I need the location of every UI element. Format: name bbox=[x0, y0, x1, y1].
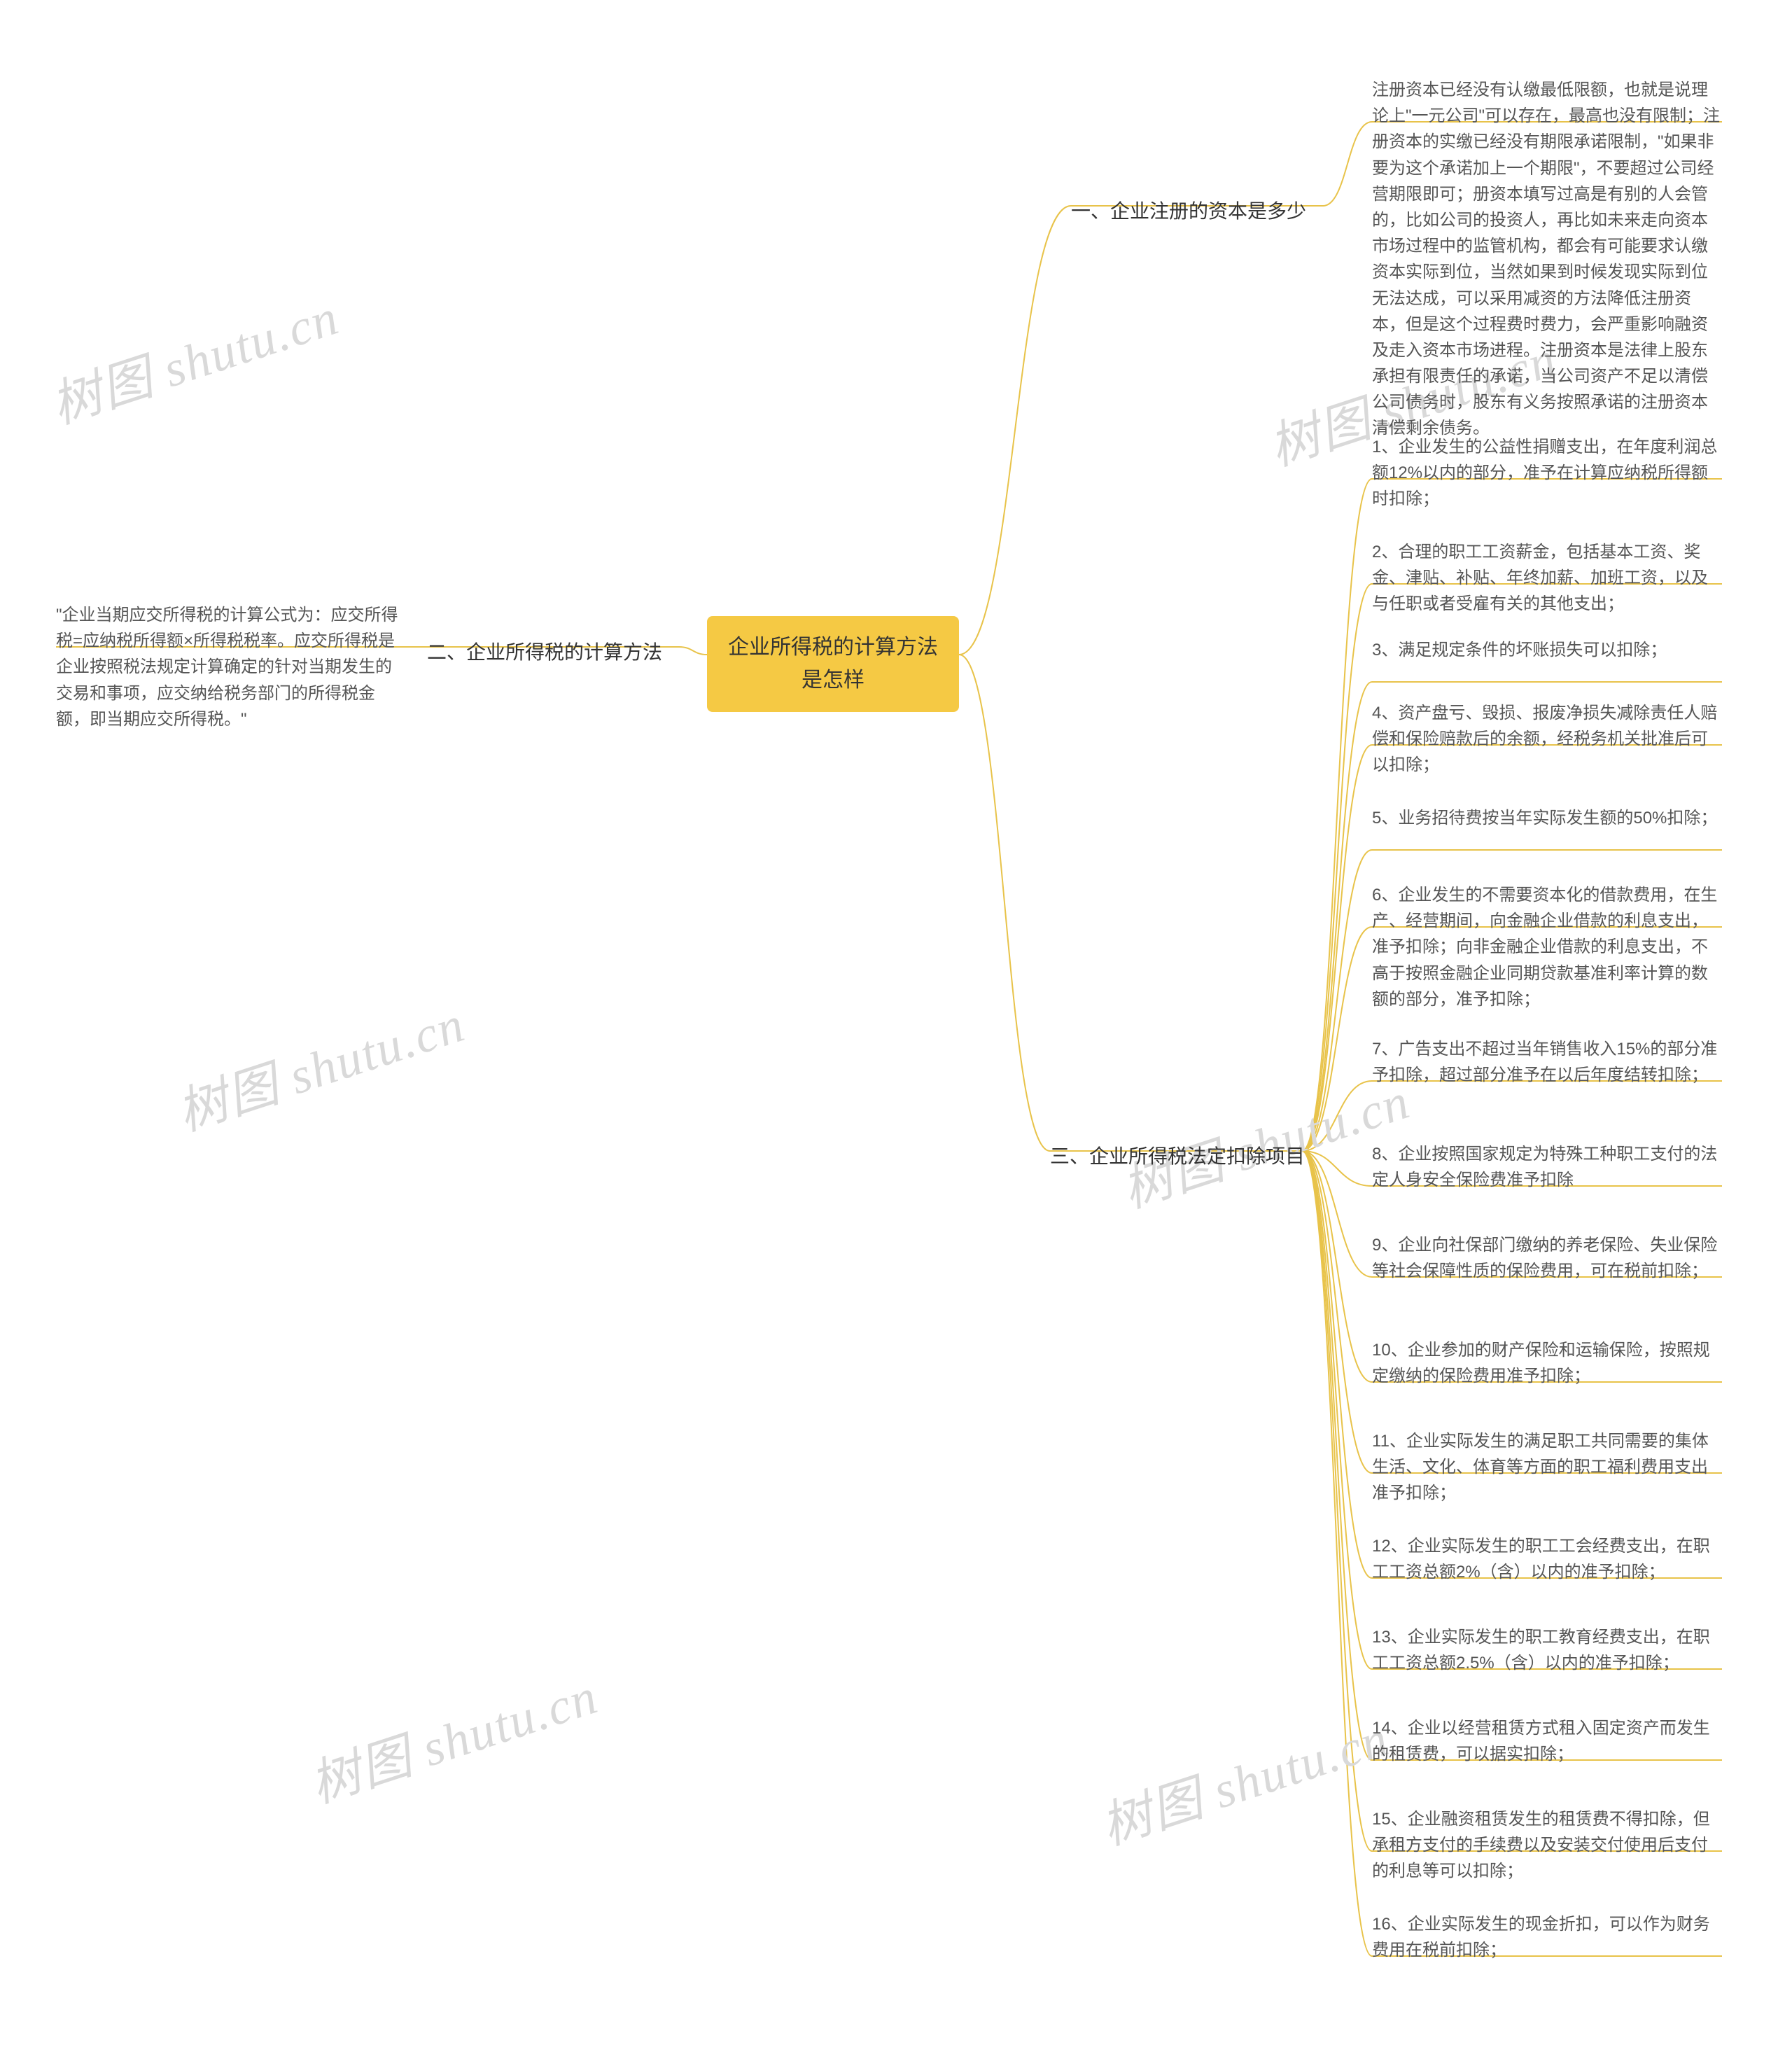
leaf-node: 14、企业以经营租赁方式租入固定资产而发生的租赁费，可以据实扣除； bbox=[1372, 1715, 1722, 1767]
branch-node[interactable]: 一、企业注册的资本是多少 bbox=[1071, 196, 1306, 232]
leaf-node: 2、合理的职工工资薪金，包括基本工资、奖金、津贴、补贴、年终加薪、加班工资，以及… bbox=[1372, 539, 1722, 617]
watermark: 树图 shutu.cn bbox=[1091, 1697, 1397, 1859]
leaf-node: "企业当期应交所得税的计算公式为：应交所得税=应纳税所得额×所得税税率。应交所得… bbox=[56, 602, 406, 732]
root-node[interactable]: 企业所得税的计算方法是怎样 bbox=[707, 616, 959, 712]
branch-node[interactable]: 三、企业所得税法定扣除项目 bbox=[1050, 1141, 1305, 1177]
leaf-node: 1、企业发生的公益性捐赠支出，在年度利润总额12%以内的部分，准予在计算应纳税所… bbox=[1372, 434, 1722, 512]
leaf-node: 4、资产盘亏、毁损、报废净损失减除责任人赔偿和保险赔款后的余额，经税务机关批准后… bbox=[1372, 700, 1722, 779]
leaf-node: 12、企业实际发生的职工工会经费支出，在职工工资总额2%（含）以内的准予扣除； bbox=[1372, 1533, 1722, 1585]
leaf-node: 15、企业融资租赁发生的租赁费不得扣除，但承租方支付的手续费以及安装交付使用后支… bbox=[1372, 1806, 1722, 1885]
leaf-node: 11、企业实际发生的满足职工共同需要的集体生活、文化、体育等方面的职工福利费用支… bbox=[1372, 1428, 1722, 1507]
leaf-node: 13、企业实际发生的职工教育经费支出，在职工工资总额2.5%（含）以内的准予扣除… bbox=[1372, 1624, 1722, 1676]
leaf-node: 9、企业向社保部门缴纳的养老保险、失业保险等社会保障性质的保险费用，可在税前扣除… bbox=[1372, 1232, 1722, 1284]
watermark: 树图 shutu.cn bbox=[300, 1655, 606, 1817]
leaf-node: 7、广告支出不超过当年销售收入15%的部分准予扣除，超过部分准予在以后年度结转扣… bbox=[1372, 1036, 1722, 1088]
leaf-node: 6、企业发生的不需要资本化的借款费用，在生产、经营期间，向金融企业借款的利息支出… bbox=[1372, 882, 1722, 1012]
branch-node[interactable]: 二、企业所得税的计算方法 bbox=[427, 637, 662, 673]
leaf-node: 5、业务招待费按当年实际发生额的50%扣除； bbox=[1372, 805, 1722, 831]
watermark: 树图 shutu.cn bbox=[41, 276, 347, 438]
leaf-node: 10、企业参加的财产保险和运输保险，按照规定缴纳的保险费用准予扣除； bbox=[1372, 1337, 1722, 1389]
watermark: 树图 shutu.cn bbox=[167, 983, 473, 1145]
leaf-node: 8、企业按照国家规定为特殊工种职工支付的法定人身安全保险费准予扣除 bbox=[1372, 1141, 1722, 1193]
leaf-node: 注册资本已经没有认缴最低限额，也就是说理论上"一元公司"可以存在，最高也没有限制… bbox=[1372, 77, 1722, 442]
leaf-node: 3、满足规定条件的坏账损失可以扣除； bbox=[1372, 637, 1722, 663]
leaf-node: 16、企业实际发生的现金折扣，可以作为财务费用在税前扣除； bbox=[1372, 1911, 1722, 1963]
